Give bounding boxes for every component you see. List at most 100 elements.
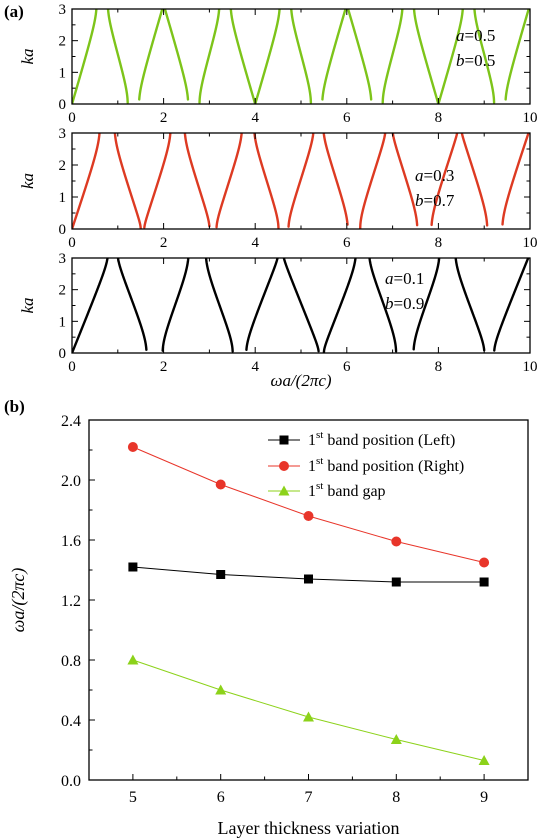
y-tick-label: 2.0 bbox=[61, 473, 81, 490]
band-curve-1-1 bbox=[72, 9, 98, 104]
band-curve-3-1 bbox=[72, 258, 109, 353]
panel-b: (b) 5 6 7 8 9 0.0 0.4 0.8 1.2 1.6 2.0 2.4 Layer thic… bbox=[4, 397, 529, 838]
band-curve-1-3 bbox=[138, 9, 190, 101]
data-point bbox=[390, 734, 402, 744]
band-xtick-label: 0 bbox=[68, 110, 76, 126]
band-annotation-b-2: b=0.7 bbox=[415, 191, 455, 210]
band-curve-2-13 bbox=[501, 133, 530, 226]
band-annotation-b-value: =0.5 bbox=[465, 51, 496, 70]
legend-label-sup: st bbox=[316, 455, 323, 467]
y-tick-label: 1.6 bbox=[61, 533, 81, 550]
band-curve-2-1 bbox=[72, 133, 101, 229]
band-xtick-label: 8 bbox=[435, 359, 443, 375]
y-tick-label: 2.4 bbox=[61, 413, 81, 430]
band-annotation-a-value: =0.5 bbox=[465, 26, 496, 45]
legend-label: 1st band position (Left) bbox=[308, 429, 455, 449]
series-3 bbox=[127, 654, 490, 765]
legend-marker bbox=[279, 461, 289, 471]
band-xtick-label: 0 bbox=[68, 235, 76, 251]
band-curves-2 bbox=[72, 133, 530, 229]
band-ylabel: ka bbox=[18, 173, 37, 189]
y-tick-label: 0.0 bbox=[61, 773, 81, 790]
legend: 1st band position (Left)1st band positio… bbox=[268, 429, 464, 500]
band-xtick-label: 4 bbox=[251, 359, 259, 375]
legend-marker bbox=[278, 485, 290, 496]
band-curve-3-9 bbox=[412, 258, 441, 351]
band-curve-1-10 bbox=[473, 9, 496, 104]
data-point bbox=[128, 562, 138, 572]
band-curve-2-3 bbox=[143, 133, 172, 229]
band-curve-3-5 bbox=[245, 258, 279, 352]
band-curve-1-5 bbox=[229, 9, 281, 104]
legend-label-text: band position (Left) bbox=[323, 432, 455, 449]
band-annotation-b-3: b=0.9 bbox=[385, 294, 424, 313]
band-curve-1-9 bbox=[412, 9, 464, 104]
legend-label: 1st band gap bbox=[308, 480, 386, 500]
band-annotation-b-value: =0.7 bbox=[424, 191, 455, 210]
band-annotation-a-value: =0.1 bbox=[394, 269, 425, 288]
legend-label-sup: st bbox=[316, 429, 323, 441]
legend-label-text: band gap bbox=[323, 483, 385, 500]
band-ytick-label: 3 bbox=[59, 126, 67, 142]
x-tick-label: 8 bbox=[392, 789, 400, 806]
band-ytick-label: 1 bbox=[59, 190, 67, 206]
data-point bbox=[303, 711, 314, 722]
data-point bbox=[479, 577, 489, 587]
band-curve-3-8 bbox=[368, 258, 398, 353]
band-ylabel: ka bbox=[18, 297, 37, 313]
band-xtick-label: 4 bbox=[251, 235, 259, 251]
band-curve-3-4 bbox=[204, 258, 234, 353]
band-curve-3-2 bbox=[116, 258, 148, 351]
series-2 bbox=[127, 442, 490, 568]
band-curve-2-5 bbox=[215, 133, 243, 229]
panel-a-label: (a) bbox=[4, 2, 24, 21]
band-xtick-label: 10 bbox=[523, 235, 538, 251]
band-xtick-label: 0 bbox=[68, 359, 76, 375]
band-ytick-label: 2 bbox=[59, 158, 67, 174]
band-annotation-a-1: a=0.5 bbox=[456, 26, 495, 45]
x-tick-label: 5 bbox=[129, 789, 137, 806]
band-curve-2-7 bbox=[287, 133, 315, 228]
x-axis-label: Layer thickness variation bbox=[218, 818, 400, 838]
legend-label-number: 1 bbox=[308, 458, 316, 475]
band-curve-1-11 bbox=[504, 9, 530, 101]
x-tick-label: 6 bbox=[217, 789, 225, 806]
data-point bbox=[215, 684, 227, 695]
band-ytick-label: 1 bbox=[59, 314, 67, 330]
band-xlabel: ωa/(2πc) bbox=[270, 371, 331, 390]
band-curve-2-2 bbox=[113, 133, 142, 229]
band-curve-1-6 bbox=[290, 9, 313, 104]
panel-b-label: (b) bbox=[4, 397, 25, 416]
band-curve-2-8 bbox=[322, 133, 349, 226]
band-annotation-a-symbol: a bbox=[385, 269, 394, 288]
band-annotation-b-symbol: b bbox=[385, 294, 394, 313]
legend-item-2: 1st band position (Right) bbox=[268, 455, 464, 475]
band-curve-3-3 bbox=[161, 258, 190, 352]
legend-marker bbox=[279, 435, 289, 445]
band-ytick-label: 3 bbox=[59, 251, 67, 267]
band-curve-2-9 bbox=[358, 133, 387, 229]
band-annotation-a-2: a=0.3 bbox=[415, 166, 454, 185]
data-point bbox=[127, 654, 139, 665]
band-annotation-b-value: =0.9 bbox=[394, 294, 425, 313]
band-curve-2-11 bbox=[430, 133, 459, 227]
data-point bbox=[391, 536, 402, 547]
y-tick-label: 0.8 bbox=[61, 653, 81, 670]
band-annotation-b-symbol: b bbox=[415, 191, 424, 210]
band-ylabel: ka bbox=[18, 48, 37, 64]
legend-label: 1st band position (Right) bbox=[308, 455, 464, 475]
band-curve-2-4 bbox=[183, 133, 211, 228]
band-ytick-label: 3 bbox=[59, 2, 67, 18]
band-ytick-label: 0 bbox=[59, 346, 67, 362]
band-curve-3-10 bbox=[454, 258, 486, 352]
band-annotation-a-symbol: a bbox=[456, 26, 465, 45]
band-xtick-label: 2 bbox=[160, 359, 168, 375]
band-xtick-label: 8 bbox=[435, 110, 443, 126]
legend-label-text: band position (Right) bbox=[323, 458, 464, 475]
data-point bbox=[478, 755, 490, 765]
